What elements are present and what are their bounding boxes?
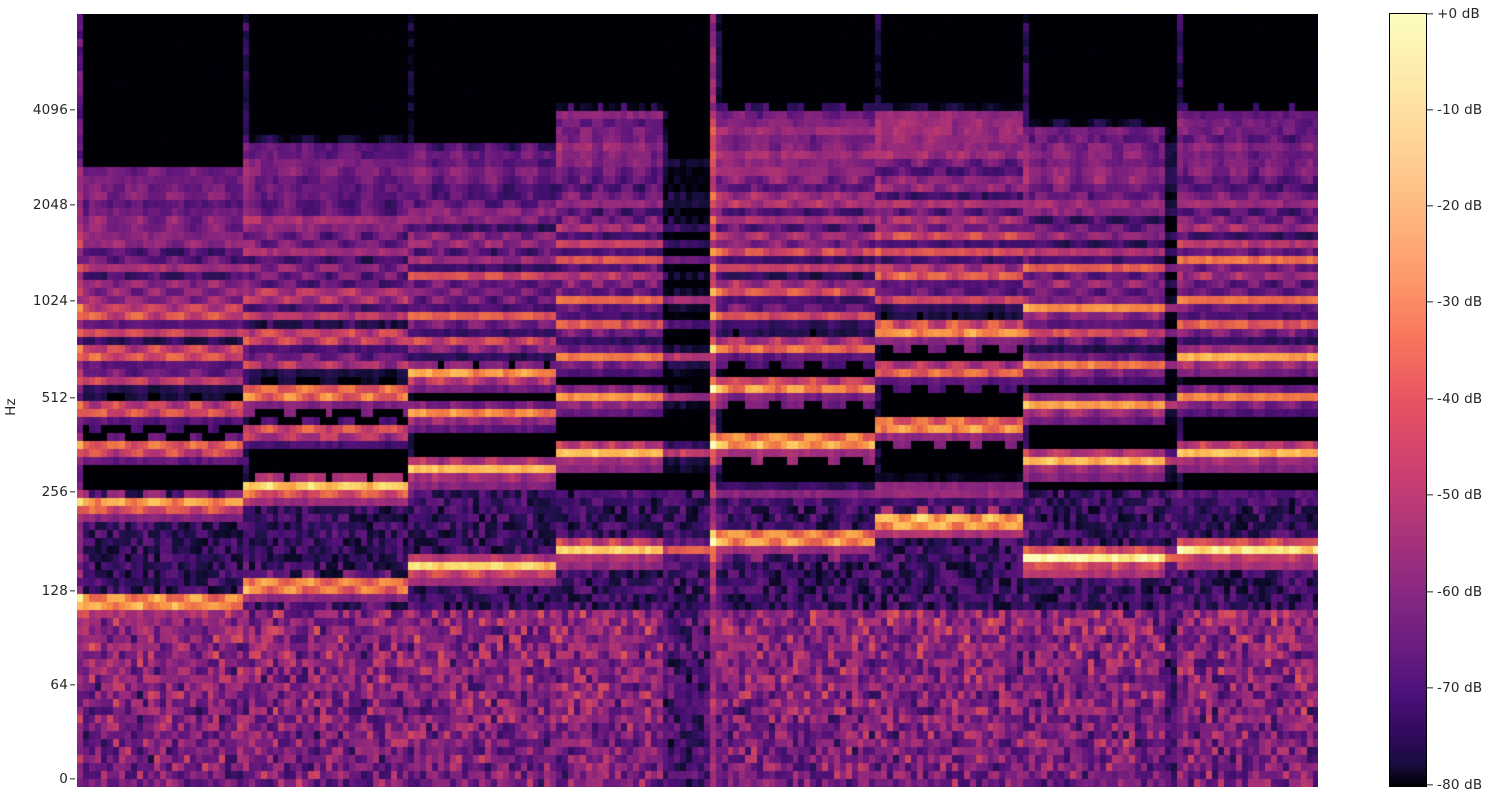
y-tick-mark: [70, 300, 75, 302]
colorbar-tick-mark: [1427, 687, 1433, 689]
y-tick-label-128: 128: [41, 583, 68, 599]
y-tick-label-1024: 1024: [32, 293, 68, 309]
y-tick-mark: [70, 491, 75, 493]
colorbar-tick-label-20: -20 dB: [1437, 198, 1483, 214]
colorbar-tick-mark: [1427, 398, 1433, 400]
colorbar-tick-mark: [1427, 13, 1433, 15]
y-tick-mark: [70, 590, 75, 592]
spectrogram-plot-area: [77, 14, 1318, 787]
colorbar: [1389, 13, 1427, 787]
colorbar-tick-mark: [1427, 784, 1433, 786]
colorbar-tick-label-0: +0 dB: [1437, 6, 1481, 22]
y-tick-label-64: 64: [50, 677, 68, 693]
colorbar-tick-label-30: -30 dB: [1437, 294, 1483, 310]
y-tick-mark: [70, 204, 75, 206]
colorbar-tick-label-80: -80 dB: [1437, 777, 1483, 793]
y-tick-label-256: 256: [41, 484, 68, 500]
colorbar-tick-label-60: -60 dB: [1437, 584, 1483, 600]
y-tick-mark: [70, 778, 75, 780]
spectrogram-image: [77, 14, 1318, 787]
colorbar-tick-mark: [1427, 494, 1433, 496]
colorbar-tick-label-50: -50 dB: [1437, 487, 1483, 503]
colorbar-tick-mark: [1427, 301, 1433, 303]
y-axis: 4096 2048 1024 512 256 128 64 0 Hz: [0, 0, 75, 803]
y-tick-label-4096: 4096: [32, 102, 68, 118]
colorbar-tick-label-10: -10 dB: [1437, 102, 1483, 118]
y-tick-label-512: 512: [41, 390, 68, 406]
colorbar-gradient: [1390, 14, 1426, 786]
y-axis-label: Hz: [3, 398, 19, 416]
y-tick-mark: [70, 684, 75, 686]
y-tick-label-2048: 2048: [32, 197, 68, 213]
colorbar-tick-label-70: -70 dB: [1437, 680, 1483, 696]
y-tick-mark: [70, 397, 75, 399]
y-tick-label-0: 0: [59, 771, 68, 787]
colorbar-tick-mark: [1427, 109, 1433, 111]
colorbar-tick-mark: [1427, 591, 1433, 593]
colorbar-tick-label-40: -40 dB: [1437, 391, 1483, 407]
y-tick-mark: [70, 109, 75, 111]
colorbar-tick-mark: [1427, 205, 1433, 207]
